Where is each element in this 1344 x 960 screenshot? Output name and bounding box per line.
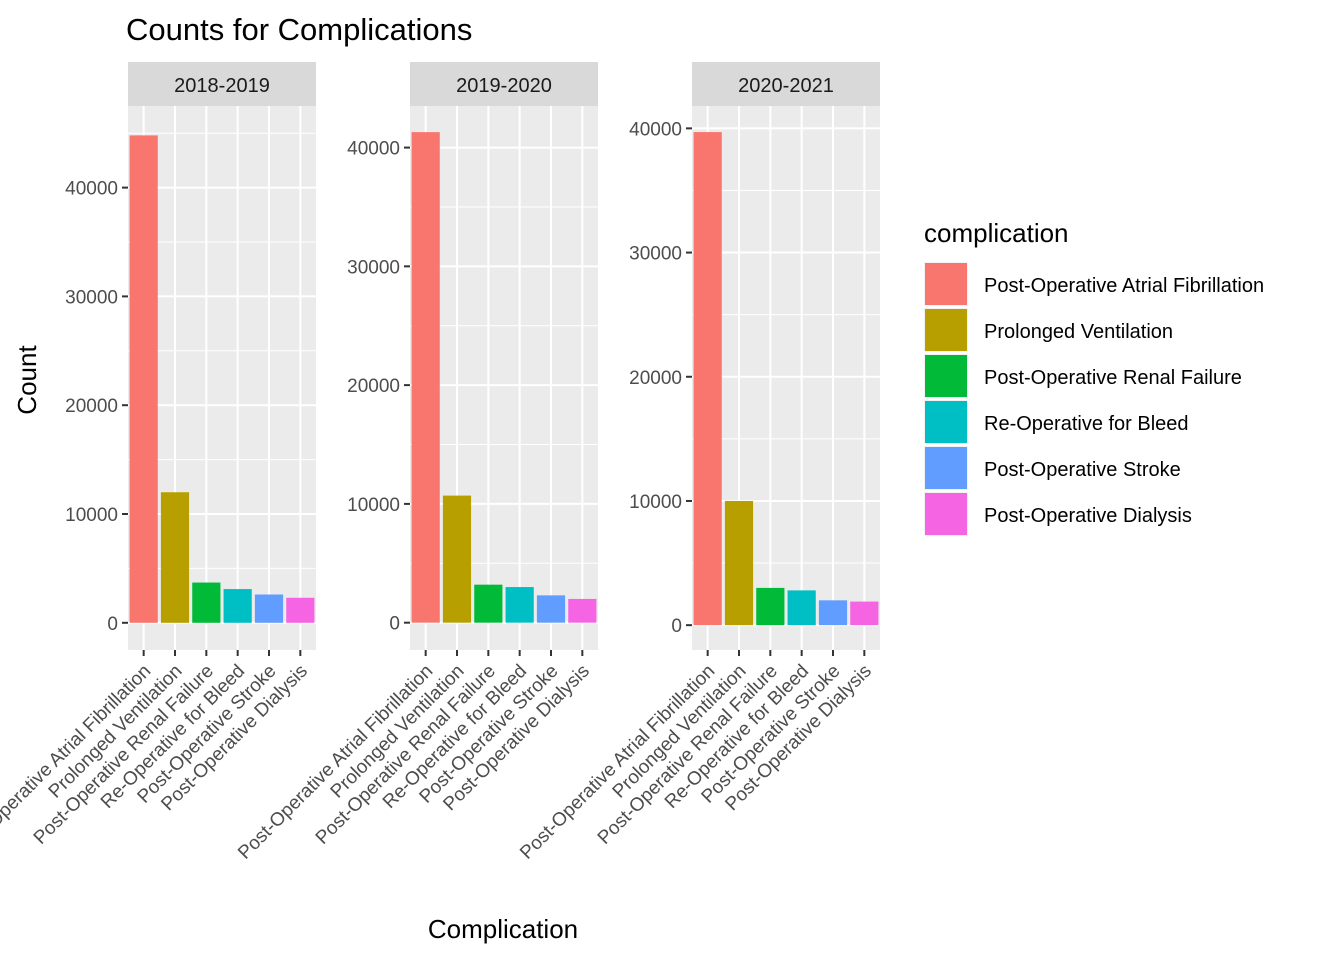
y-tick-label: 0	[389, 614, 400, 635]
y-tick-label: 20000	[347, 376, 400, 397]
legend-label: Post-Operative Renal Failure	[984, 367, 1242, 389]
y-axis-title: Count	[12, 345, 42, 415]
y-tick-label: 30000	[629, 244, 682, 265]
bar-2019-2020-4	[505, 587, 534, 623]
facet-strip-label: 2019-2020	[456, 75, 552, 97]
y-tick-label: 10000	[347, 495, 400, 516]
bar-2020-2021-5	[818, 600, 848, 626]
bar-2019-2020-3	[474, 584, 503, 623]
legend-swatch	[925, 447, 967, 489]
panel-background	[128, 106, 316, 650]
chart-title: Counts for Complications	[126, 12, 472, 47]
y-tick-label: 40000	[65, 179, 118, 200]
legend-swatch	[925, 309, 967, 351]
panel-background	[410, 106, 598, 650]
legend-label: Post-Operative Dialysis	[984, 505, 1192, 527]
bar-2020-2021-4	[787, 590, 816, 626]
bar-2019-2020-2	[442, 495, 472, 623]
legend-swatch	[925, 493, 967, 535]
y-tick-label: 20000	[65, 396, 118, 417]
legend-label: Post-Operative Atrial Fibrillation	[984, 275, 1264, 297]
legend-label: Re-Operative for Bleed	[984, 413, 1189, 435]
bar-2020-2021-3	[756, 587, 785, 626]
y-tick-label: 40000	[347, 139, 400, 160]
bar-2018-2019-3	[192, 582, 221, 623]
y-tick-label: 40000	[629, 119, 682, 140]
y-tick-label: 10000	[629, 492, 682, 513]
facet-panel-2018-2019: 2018-2019010000200003000040000Post-Opera…	[0, 62, 316, 864]
legend: complication Post-Operative Atrial Fibri…	[924, 218, 1264, 536]
bar-2020-2021-2	[724, 500, 754, 626]
bar-2018-2019-1	[129, 135, 158, 623]
facet-panels: 2018-2019010000200003000040000Post-Opera…	[0, 62, 880, 864]
bar-2020-2021-1	[693, 132, 722, 626]
y-tick-label: 0	[671, 616, 682, 637]
legend-label: Prolonged Ventilation	[984, 321, 1173, 343]
y-tick-label: 30000	[65, 287, 118, 308]
facet-strip	[128, 62, 316, 106]
bar-2018-2019-6	[286, 597, 315, 623]
y-tick-label: 20000	[629, 368, 682, 389]
bar-2018-2019-2	[160, 492, 190, 623]
legend-swatch	[925, 401, 967, 443]
panel-background	[692, 106, 880, 650]
legend-title: complication	[924, 218, 1069, 248]
y-tick-label: 0	[107, 614, 118, 635]
bar-2018-2019-5	[254, 594, 284, 623]
legend-label: Post-Operative Stroke	[984, 459, 1181, 481]
legend-keys: Post-Operative Atrial Fibrillation Prolon…	[924, 262, 1264, 536]
bar-2018-2019-4	[223, 589, 252, 623]
bar-2019-2020-1	[411, 132, 440, 623]
y-tick-label: 30000	[347, 257, 400, 278]
bar-2019-2020-6	[568, 598, 597, 623]
bar-2020-2021-6	[850, 601, 879, 626]
facet-strip	[692, 62, 880, 106]
facet-strip-label: 2020-2021	[738, 75, 834, 97]
legend-swatch	[925, 355, 967, 397]
legend-swatch	[925, 263, 967, 305]
y-tick-label: 10000	[65, 505, 118, 526]
bar-2019-2020-5	[536, 595, 566, 623]
x-axis-title: Complication	[428, 914, 578, 944]
facet-strip	[410, 62, 598, 106]
facet-strip-label: 2018-2019	[174, 75, 270, 97]
